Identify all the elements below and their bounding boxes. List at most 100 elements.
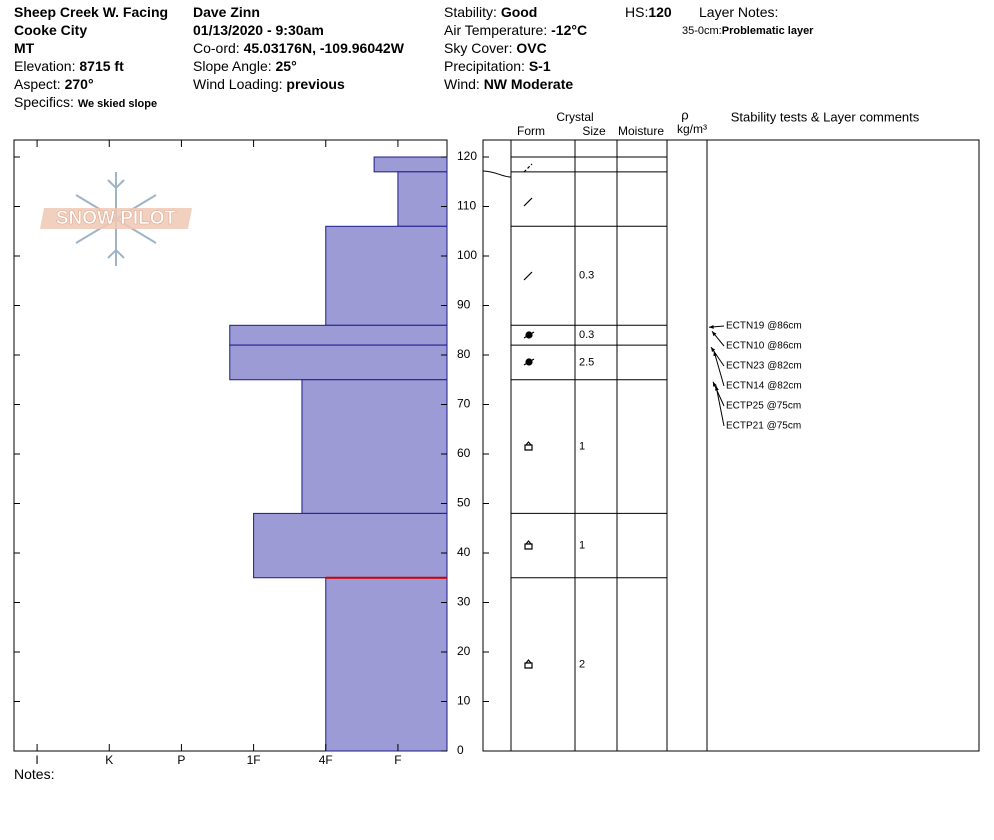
x-tick-label: P bbox=[177, 753, 185, 767]
value: 270° bbox=[64, 76, 94, 92]
label: Aspect: bbox=[14, 76, 61, 92]
value: 45.03176N, -109.96042W bbox=[243, 40, 404, 56]
location: Sheep Creek W. Facing bbox=[14, 4, 169, 20]
test-arrow bbox=[715, 385, 725, 427]
hardness-bar bbox=[325, 577, 448, 752]
hs: HS:120 bbox=[625, 3, 672, 21]
label: Stability: bbox=[444, 4, 497, 20]
label: Co-ord: bbox=[193, 40, 240, 56]
label: Wind Loading: bbox=[193, 76, 283, 92]
location: Cooke City bbox=[14, 22, 88, 38]
layer-notes-title: Layer Notes: bbox=[699, 4, 779, 20]
value: 25° bbox=[275, 58, 297, 74]
value: previous bbox=[286, 76, 345, 92]
label: Air Temperature: bbox=[444, 22, 548, 38]
form-symbol bbox=[524, 540, 533, 550]
value: OVC bbox=[516, 40, 547, 56]
form-symbol bbox=[523, 331, 535, 339]
coord: Co-ord: 45.03176N, -109.96042W bbox=[193, 39, 404, 57]
test-label: ECTP21 @75cm bbox=[726, 421, 801, 432]
test-label: ECTN10 @86cm bbox=[726, 341, 802, 352]
y-tick-label: 0 bbox=[457, 743, 464, 757]
value: -12°C bbox=[551, 22, 588, 38]
air-temperature: Air Temperature: -12°C bbox=[444, 21, 587, 39]
y-tick-label: 90 bbox=[457, 298, 471, 312]
test-label: ECTP25 @75cm bbox=[726, 401, 801, 412]
value: S-1 bbox=[528, 58, 551, 74]
y-tick-label: 70 bbox=[457, 397, 471, 411]
col-header: ρ bbox=[681, 107, 688, 122]
label: Sky Cover: bbox=[444, 40, 513, 56]
label: Slope Angle: bbox=[193, 58, 272, 74]
col-header: Size bbox=[582, 124, 606, 138]
crystal-size: 1 bbox=[579, 440, 585, 452]
test-arrowhead bbox=[713, 351, 718, 357]
crystal-size: 2 bbox=[579, 658, 585, 670]
form-symbol bbox=[524, 441, 533, 451]
test-label: ECTN23 @82cm bbox=[726, 361, 802, 372]
x-tick-label: K bbox=[105, 753, 113, 767]
x-tick-label: 1F bbox=[247, 753, 261, 767]
test-arrowhead bbox=[711, 347, 716, 352]
datetime: 01/13/2020 - 9:30am bbox=[193, 22, 324, 38]
y-tick-label: 50 bbox=[457, 496, 471, 510]
hardness-bar bbox=[253, 512, 448, 579]
value: 8715 ft bbox=[79, 58, 124, 74]
crystal-size: 0.3 bbox=[579, 270, 594, 282]
hardness-bar bbox=[229, 324, 448, 346]
test-arrowhead bbox=[714, 385, 719, 391]
label: Elevation: bbox=[14, 58, 76, 74]
layer-note: 35-0cm:Problematic layer bbox=[682, 22, 813, 40]
y-tick-label: 20 bbox=[457, 644, 471, 658]
y-tick-label: 100 bbox=[457, 248, 477, 262]
test-arrowhead bbox=[713, 381, 717, 387]
logo-flake bbox=[107, 248, 125, 259]
col-header: kg/m³ bbox=[677, 122, 707, 136]
test-arrowhead bbox=[709, 324, 714, 329]
label: Precipitation: bbox=[444, 58, 525, 74]
crystal-size: 1 bbox=[579, 539, 585, 551]
logo-band bbox=[40, 208, 192, 229]
logo-flake bbox=[107, 179, 125, 190]
precipitation: Precipitation: S-1 bbox=[444, 57, 551, 75]
value: Good bbox=[500, 4, 538, 20]
y-tick-label: 10 bbox=[457, 694, 471, 708]
hardness-bar bbox=[229, 344, 448, 381]
y-tick-label: 40 bbox=[457, 545, 471, 559]
test-arrowhead bbox=[712, 331, 717, 337]
y-tick-label: 30 bbox=[457, 595, 471, 609]
stability: Stability: Good bbox=[444, 3, 537, 21]
profile-frame bbox=[482, 139, 980, 752]
col-header: Crystal bbox=[556, 110, 593, 124]
wind-loading: Wind Loading: previous bbox=[193, 75, 345, 93]
x-tick-label: 4F bbox=[319, 753, 333, 767]
form-symbol bbox=[523, 197, 533, 207]
specifics: Specifics: We skied slope bbox=[14, 93, 157, 113]
y-tick-label: 110 bbox=[457, 199, 476, 213]
hardness-bar bbox=[373, 156, 448, 173]
hardness-bar bbox=[325, 225, 448, 326]
test-label: ECTN14 @82cm bbox=[726, 381, 802, 392]
sky-cover: Sky Cover: OVC bbox=[444, 39, 547, 57]
wind: Wind: NW Moderate bbox=[444, 75, 573, 93]
value: 120 bbox=[648, 4, 672, 20]
crystal-size: 0.3 bbox=[579, 329, 594, 341]
x-tick-label: F bbox=[394, 753, 401, 767]
x-tick-label: I bbox=[35, 753, 38, 767]
test-arrow bbox=[713, 350, 725, 387]
test-label: ECTN19 @86cm bbox=[726, 321, 802, 332]
notes-label: Notes: bbox=[14, 766, 55, 782]
value: We skied slope bbox=[77, 98, 158, 110]
slope-angle: Slope Angle: 25° bbox=[193, 57, 297, 75]
observer: Dave Zinn bbox=[193, 4, 260, 20]
hardness-bar bbox=[301, 379, 448, 514]
elevation: Elevation: 8715 ft bbox=[14, 57, 124, 75]
y-tick-label: 60 bbox=[457, 446, 471, 460]
value: NW Moderate bbox=[483, 76, 574, 92]
y-tick-label: 80 bbox=[457, 347, 471, 361]
note: Problematic layer bbox=[721, 25, 814, 37]
range: 35-0cm: bbox=[682, 25, 722, 37]
col-header: Moisture bbox=[618, 124, 664, 138]
